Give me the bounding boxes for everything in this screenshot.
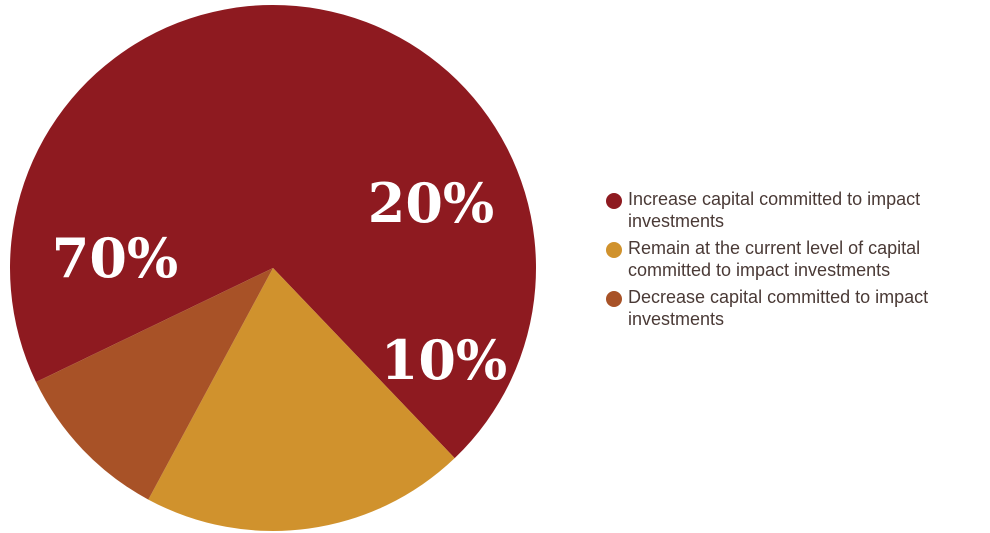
legend-label-increase: Increase capital committed to impact inv… xyxy=(628,189,921,231)
legend-item-increase: Increase capital committed to impact inv… xyxy=(606,188,990,232)
legend-swatch-decrease xyxy=(606,291,622,307)
legend-label-remain: Remain at the current level of capital c… xyxy=(628,238,921,280)
legend-swatch-increase xyxy=(606,193,622,209)
legend-item-decrease: Decrease capital committed to impact inv… xyxy=(606,286,990,330)
legend-label-decrease: Decrease capital committed to impact inv… xyxy=(628,287,929,329)
legend-swatch-remain xyxy=(606,242,622,258)
pie-chart: 70% 20% 10% xyxy=(10,4,537,532)
slice-label-decrease: 10% xyxy=(381,328,507,392)
legend: Increase capital committed to impact inv… xyxy=(606,188,990,335)
pie-slice-remain xyxy=(148,268,455,532)
slice-label-remain: 20% xyxy=(368,171,494,235)
slice-label-increase: 70% xyxy=(52,226,178,290)
pie-slice-decrease xyxy=(36,268,273,500)
legend-item-remain: Remain at the current level of capital c… xyxy=(606,237,990,281)
pie-slice-increase xyxy=(10,4,537,459)
